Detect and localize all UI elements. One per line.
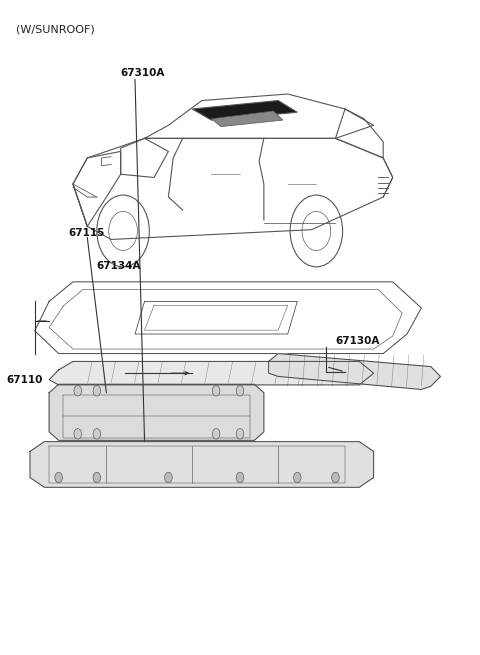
Circle shape bbox=[236, 428, 244, 439]
Circle shape bbox=[74, 386, 82, 396]
Circle shape bbox=[55, 472, 62, 483]
Polygon shape bbox=[49, 384, 264, 440]
Polygon shape bbox=[192, 100, 297, 120]
Polygon shape bbox=[269, 354, 441, 390]
Circle shape bbox=[212, 428, 220, 439]
Polygon shape bbox=[49, 362, 373, 385]
Circle shape bbox=[93, 386, 101, 396]
Circle shape bbox=[74, 428, 82, 439]
Circle shape bbox=[236, 386, 244, 396]
Circle shape bbox=[93, 428, 101, 439]
Text: 67134A: 67134A bbox=[97, 261, 141, 271]
Circle shape bbox=[236, 472, 244, 483]
Circle shape bbox=[93, 472, 101, 483]
Text: 67115: 67115 bbox=[68, 228, 105, 238]
Circle shape bbox=[212, 386, 220, 396]
Circle shape bbox=[293, 472, 301, 483]
Polygon shape bbox=[211, 111, 283, 126]
Circle shape bbox=[332, 472, 339, 483]
Circle shape bbox=[165, 472, 172, 483]
Text: 67310A: 67310A bbox=[120, 68, 165, 79]
Text: 67110: 67110 bbox=[6, 375, 43, 385]
Text: 67130A: 67130A bbox=[336, 336, 380, 346]
Polygon shape bbox=[30, 441, 373, 487]
Text: (W/SUNROOF): (W/SUNROOF) bbox=[16, 24, 95, 34]
